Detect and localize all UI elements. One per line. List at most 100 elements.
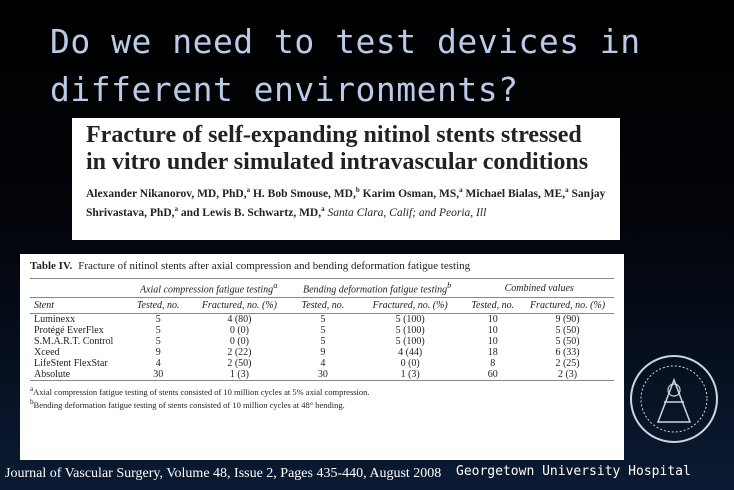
- table-cell: 9 (90): [555, 314, 580, 326]
- table-row: Xceed 9 2 (22) 9 4 (44) 18 6 (33): [30, 347, 614, 358]
- footnote-text: Axial compression fatigue testing of ste…: [33, 387, 370, 398]
- table-cell: 5: [155, 314, 161, 326]
- footnote: bBending deformation fatigue testing of …: [30, 397, 614, 410]
- table-cell: 8: [490, 358, 496, 370]
- group-title: Axial compression fatigue testing: [139, 284, 274, 296]
- table-cell: 18: [487, 347, 498, 359]
- group-header: Bending deformation fatigue testingb: [289, 278, 465, 299]
- stent-name: Protégé EverFlex: [34, 325, 104, 337]
- author-affiliation-mark: a: [246, 186, 251, 194]
- author-affiliation-mark: b: [355, 186, 360, 194]
- stent-name: LifeStent FlexStar: [34, 358, 108, 370]
- table-cell: 5 (100): [395, 336, 425, 348]
- table-cell: 10: [487, 314, 498, 326]
- table-row: Protégé EverFlex 5 0 (0) 5 5 (100) 10 5 (50): [30, 325, 614, 336]
- stent-name: Xceed: [34, 347, 60, 359]
- author-name: and Lewis B. Schwartz, MD,: [180, 206, 322, 219]
- table-cell: 5 (100): [395, 325, 425, 337]
- group-footnote-mark: a: [273, 281, 278, 290]
- stent-name: S.M.A.R.T. Control: [34, 336, 114, 348]
- data-table: Axial compression fatigue testinga Bendin…: [30, 278, 614, 381]
- table-cell: 30: [153, 369, 164, 381]
- table-cell: 5: [155, 325, 161, 337]
- footnotes: aAxial compression fatigue testing of st…: [30, 384, 614, 410]
- table-cell: 4 (44): [398, 347, 423, 359]
- column-header: Fractured, no. (%): [355, 297, 465, 315]
- column-header: Fractured, no. (%): [188, 297, 290, 315]
- author-name: Sanjay Shrivastava, PhD,: [86, 187, 606, 219]
- table-cell: 10: [487, 325, 498, 337]
- author-name: H. Bob Smouse, MD,: [252, 187, 356, 200]
- author-affiliation-mark: a: [174, 204, 179, 213]
- table-cell: 1 (3): [400, 369, 420, 381]
- group-title: Bending deformation fatigue testing: [302, 284, 448, 296]
- table-cell: 5 (100): [395, 314, 425, 326]
- column-header: Tested, no.: [127, 297, 189, 315]
- column-header: Tested, no.: [289, 297, 356, 315]
- group-header: Combined values: [464, 278, 614, 299]
- author-affiliation-mark: a: [321, 204, 325, 213]
- table-head: Axial compression fatigue testinga Bendin…: [30, 278, 614, 315]
- table-cell: 4: [320, 358, 326, 370]
- column-header: Tested, no.: [464, 297, 522, 315]
- author-name: Alexander Nikanorov, MD, PhD,: [86, 187, 247, 200]
- table-cell: 5 (50): [555, 325, 580, 337]
- table-row: LifeStent FlexStar 4 2 (50) 4 0 (0) 8 2 (25): [30, 358, 614, 369]
- table-label: Table IV.: [30, 260, 73, 272]
- table-figure: Table IV. Fracture of nitinol stents afte…: [20, 254, 624, 460]
- table-cell: 4: [155, 358, 161, 370]
- column-header-row: Stent Tested, no. Fractured, no. (%) Tested…: [30, 297, 614, 315]
- table-cell: 5: [320, 314, 326, 326]
- table-cell: 9: [155, 347, 161, 359]
- group-footnote-mark: b: [447, 281, 452, 290]
- column-header: Fractured, no. (%): [521, 297, 614, 315]
- footnote: aAxial compression fatigue testing of st…: [30, 384, 614, 397]
- table-row: S.M.A.R.T. Control 5 0 (0) 5 5 (100) 10 5 (50): [30, 336, 614, 347]
- table-cell: 30: [317, 369, 328, 381]
- group-title: Combined values: [504, 282, 574, 294]
- table-cell: 0 (0): [229, 325, 249, 337]
- table-cell: 2 (25): [555, 358, 580, 370]
- article-title: Fracture of self-expanding nitinol stent…: [86, 122, 589, 175]
- group-header: Axial compression fatigue testinga: [127, 278, 290, 299]
- table-body: Luminexx 5 4 (80) 5 5 (100) 10 9 (90) Protégé E…: [30, 314, 614, 381]
- footnote-mark: b: [30, 398, 34, 407]
- table-cell: 0 (0): [229, 336, 249, 348]
- table-cell: 5 (50): [555, 336, 580, 348]
- column-header: Stent: [30, 297, 128, 315]
- table-cell: 5: [320, 336, 326, 348]
- table-row: Luminexx 5 4 (80) 5 5 (100) 10 9 (90): [30, 314, 614, 326]
- table-cell: 2 (3): [557, 369, 578, 381]
- author-affiliation-mark: a: [565, 186, 569, 194]
- stent-name: Absolute: [34, 369, 71, 381]
- footnote-mark: a: [30, 385, 34, 394]
- journal-citation: Journal of Vascular Surgery, Volume 48, …: [5, 466, 442, 481]
- hospital-name: Georgetown University Hospital: [456, 464, 691, 479]
- author-affiliation-mark: a: [459, 186, 463, 194]
- footnote-text: Bending deformation fatigue testing of s…: [33, 399, 345, 410]
- table-cell: 5: [155, 336, 161, 348]
- table-cell: 4 (80): [227, 314, 252, 326]
- table-row: Absolute 30 1 (3) 30 1 (3) 60 2 (3): [30, 369, 614, 381]
- caption-text: Fracture of nitinol stents after axial c…: [78, 260, 471, 272]
- table-cell: 6 (33): [555, 347, 580, 359]
- table-cell: 2 (22): [227, 347, 252, 359]
- group-header: [30, 278, 128, 299]
- table-cell: 5: [320, 325, 326, 337]
- author-name: Michael Bialas, ME,: [465, 187, 566, 200]
- table-cell: 2 (50): [227, 358, 252, 370]
- table-caption: Table IV. Fracture of nitinol stents afte…: [30, 260, 614, 272]
- article-authors: Alexander Nikanorov, MD, PhD,a H. Bob Sm…: [86, 183, 606, 221]
- table-cell: 10: [487, 336, 498, 348]
- table-cell: 60: [487, 369, 498, 381]
- author-name: Karim Osman, MS,: [362, 187, 460, 200]
- table-cell: 9: [320, 347, 326, 359]
- group-header-row: Axial compression fatigue testinga Bendin…: [30, 278, 614, 299]
- table-cell: 1 (3): [229, 369, 249, 381]
- university-seal: [630, 355, 718, 443]
- author-affiliation: Santa Clara, Calif; and Peoria, Ill: [327, 206, 487, 219]
- stent-name: Luminexx: [34, 314, 76, 326]
- slide-title: Do we need to test devices in different …: [50, 22, 641, 109]
- article-header: Fracture of self-expanding nitinol stent…: [72, 118, 620, 240]
